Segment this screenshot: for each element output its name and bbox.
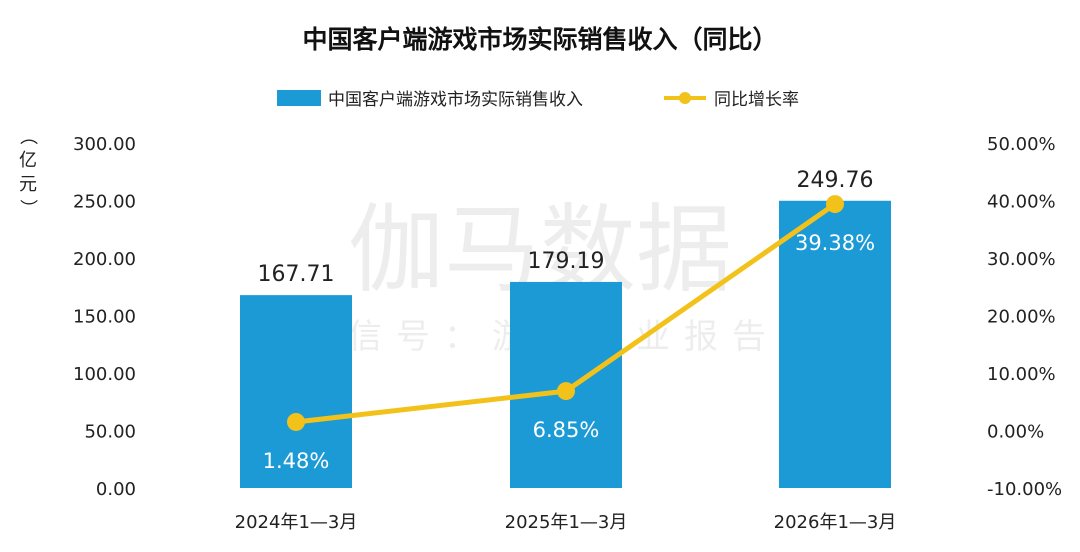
legend: 中国客户端游戏市场实际销售收入 同比增长率 bbox=[277, 90, 799, 110]
revenue-value-label: 179.19 bbox=[528, 249, 605, 274]
y-right-tick-label: 30.00% bbox=[987, 249, 1056, 270]
y-axis-unit-char: ） bbox=[17, 199, 38, 217]
y-left-tick-label: 200.00 bbox=[73, 249, 136, 270]
legend-line-label: 同比增长率 bbox=[714, 90, 799, 110]
revenue-value-label: 249.76 bbox=[797, 168, 874, 193]
y-left-tick-label: 0.00 bbox=[96, 479, 136, 500]
y-axis-unit-label: （ 亿元 ） bbox=[17, 127, 38, 217]
growth-rate-point bbox=[287, 412, 305, 431]
revenue-value-label: 167.71 bbox=[258, 262, 335, 287]
growth-rate-value-label: 39.38% bbox=[795, 231, 875, 255]
growth-rate-value-label: 6.85% bbox=[533, 418, 600, 442]
chart-title: 中国客户端游戏市场实际销售收入（同比） bbox=[302, 25, 777, 54]
y-axis-unit-char: （ bbox=[17, 127, 38, 145]
y-right-tick-label: 40.00% bbox=[987, 192, 1056, 213]
legend-bar-label: 中国客户端游戏市场实际销售收入 bbox=[328, 90, 583, 110]
y-right-tick-label: 20.00% bbox=[987, 307, 1056, 328]
x-category-label: 2025年1—3月 bbox=[505, 512, 628, 533]
bars bbox=[240, 200, 891, 488]
y-left-tick-label: 250.00 bbox=[73, 192, 136, 213]
data-labels: 167.71 179.19 249.76 1.48% 6.85% 39.38% bbox=[258, 168, 876, 473]
growth-rate-value-label: 1.48% bbox=[263, 449, 330, 473]
x-category-label: 2026年1—3月 bbox=[774, 512, 897, 533]
y-right-tick-label: -10.00% bbox=[987, 479, 1062, 500]
growth-line-layer bbox=[287, 195, 844, 431]
axes: 0.00 50.00 100.00 150.00 200.00 250.00 300.00 -… bbox=[73, 134, 1062, 533]
y-axis-unit-char: 元 bbox=[19, 174, 37, 195]
revenue-bar bbox=[240, 295, 352, 488]
growth-rate-point bbox=[557, 382, 575, 401]
y-right-tick-label: 50.00% bbox=[987, 134, 1056, 155]
revenue-bar bbox=[779, 200, 891, 488]
y-right-tick-label: 10.00% bbox=[987, 364, 1056, 385]
y-left-tick-label: 50.00 bbox=[84, 422, 136, 443]
y-left-tick-label: 100.00 bbox=[73, 364, 136, 385]
y-left-tick-label: 150.00 bbox=[73, 307, 136, 328]
x-category-label: 2024年1—3月 bbox=[235, 512, 358, 533]
y-axis-unit-char: 亿 bbox=[19, 150, 37, 171]
growth-rate-point bbox=[826, 195, 844, 214]
legend-line-marker bbox=[679, 92, 691, 104]
legend-bar-swatch bbox=[277, 90, 321, 106]
y-right-tick-label: 0.00% bbox=[987, 422, 1044, 443]
y-left-tick-label: 300.00 bbox=[73, 134, 136, 155]
